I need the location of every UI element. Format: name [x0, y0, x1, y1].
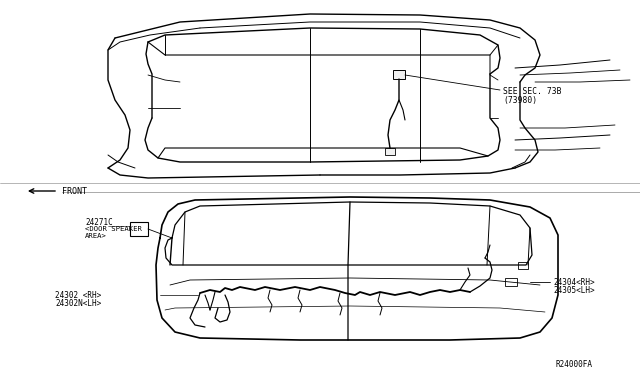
Text: 24302N<LH>: 24302N<LH>	[55, 299, 101, 308]
Text: SEE SEC. 73B: SEE SEC. 73B	[503, 87, 561, 96]
Bar	[393, 70, 405, 79]
Bar	[518, 262, 528, 269]
Text: 24271C: 24271C	[85, 218, 113, 227]
Text: FRONT: FRONT	[62, 187, 87, 196]
Text: 24304<RH>: 24304<RH>	[553, 278, 595, 287]
Text: <DOOR SPEAKER: <DOOR SPEAKER	[85, 226, 142, 232]
Bar	[505, 278, 517, 286]
Text: AREA>: AREA>	[85, 233, 107, 239]
Text: (73980): (73980)	[503, 96, 537, 105]
Text: 24302 <RH>: 24302 <RH>	[55, 291, 101, 300]
Text: 24305<LH>: 24305<LH>	[553, 286, 595, 295]
Bar	[385, 148, 395, 155]
Text: R24000FA: R24000FA	[555, 360, 592, 369]
Bar	[130, 222, 148, 236]
